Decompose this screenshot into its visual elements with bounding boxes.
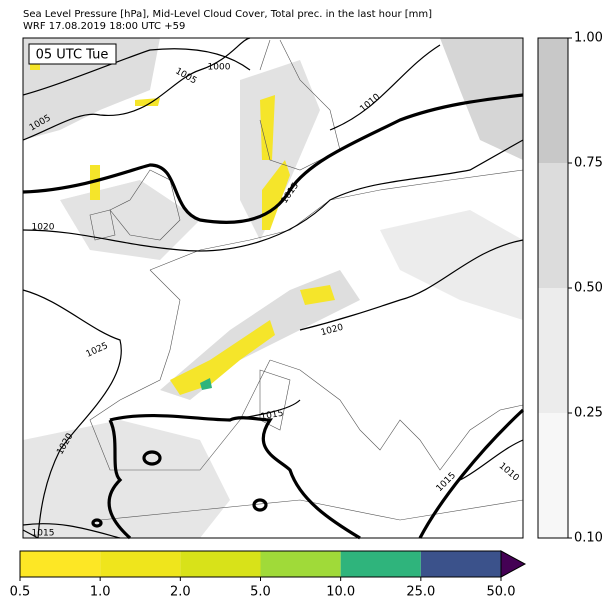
colorbar-tick-label: 0.25: [574, 406, 603, 421]
map: 1000 1005 1005 1010 1015 1020 1025 1020 …: [22, 37, 525, 540]
colorbar-tick-label: 0.10: [574, 531, 603, 546]
colorbar-tick-label: 5.0: [250, 585, 271, 600]
colorbar-extend: [500, 550, 527, 578]
precip-colorbar: 0.5 1.0 2.0 5.0 10.0 25.0 50.0: [10, 550, 527, 600]
contour-label: 1000: [208, 63, 231, 73]
contour-label: 1020: [32, 223, 55, 233]
colorbar-tick-label: 0.5: [10, 585, 31, 600]
colorbar-segment: [20, 551, 101, 577]
colorbar-tick-label: 10.0: [326, 585, 355, 600]
colorbar-tick-label: 25.0: [406, 585, 435, 600]
colorbar-segment: [538, 38, 568, 163]
cloud-colorbar: 0.10 0.25 0.50 0.75 1.00: [537, 31, 603, 546]
time-label-box: [28, 43, 117, 65]
colorbar-tick-label: 0.50: [574, 281, 603, 296]
thick-isobars: [22, 93, 525, 540]
colorbar-segment: [260, 551, 341, 577]
colorbar-segment: [538, 288, 568, 413]
contour-label: 1015: [32, 529, 55, 539]
colorbar-segment: [180, 551, 261, 577]
colorbar-segment: [420, 551, 501, 577]
colorbar-segment: [100, 551, 181, 577]
time-label: 05 UTC Tue: [36, 48, 109, 63]
colorbar-segment: [340, 551, 421, 577]
map-frame: [22, 37, 524, 539]
contour-label: 1015: [260, 409, 284, 423]
colorbar-tick-label: 1.00: [574, 31, 603, 46]
colorbar-segment: [538, 163, 568, 288]
colorbar-tick-label: 0.75: [574, 156, 603, 171]
colorbar-tick-label: 1.0: [90, 585, 111, 600]
coastlines: [89, 39, 524, 521]
colorbar-segment: [538, 413, 568, 538]
colorbar-tick-label: 50.0: [487, 585, 516, 600]
colorbar-tick-label: 2.0: [170, 585, 191, 600]
precip-heavy: [200, 378, 212, 390]
isobars: [22, 37, 524, 539]
title: Sea Level Pressure [hPa], Mid-Level Clou…: [23, 9, 432, 20]
subtitle: WRF 17.08.2019 18:00 UTC +59: [23, 21, 185, 32]
